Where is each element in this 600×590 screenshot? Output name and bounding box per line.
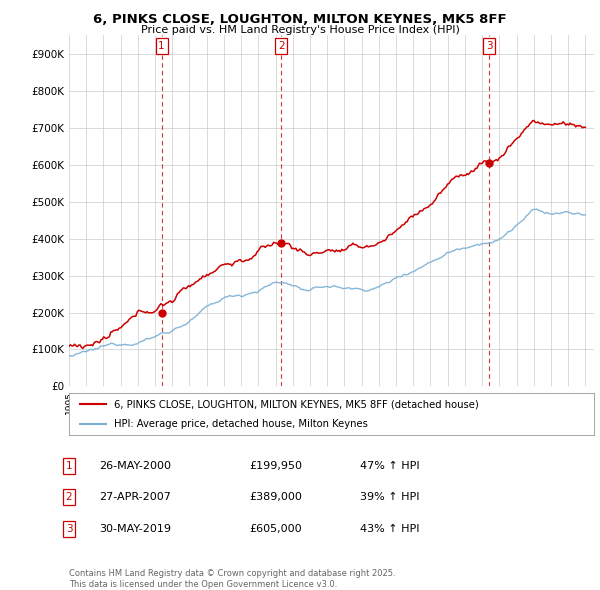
Text: 26-MAY-2000: 26-MAY-2000 xyxy=(99,461,171,471)
Text: £199,950: £199,950 xyxy=(249,461,302,471)
Text: 3: 3 xyxy=(486,41,493,51)
Text: Contains HM Land Registry data © Crown copyright and database right 2025.
This d: Contains HM Land Registry data © Crown c… xyxy=(69,569,395,589)
Text: 6, PINKS CLOSE, LOUGHTON, MILTON KEYNES, MK5 8FF: 6, PINKS CLOSE, LOUGHTON, MILTON KEYNES,… xyxy=(93,13,507,26)
Text: 3: 3 xyxy=(65,524,73,533)
Text: £605,000: £605,000 xyxy=(249,524,302,533)
Text: £389,000: £389,000 xyxy=(249,493,302,502)
Text: 30-MAY-2019: 30-MAY-2019 xyxy=(99,524,171,533)
Text: 1: 1 xyxy=(158,41,165,51)
Text: 6, PINKS CLOSE, LOUGHTON, MILTON KEYNES, MK5 8FF (detached house): 6, PINKS CLOSE, LOUGHTON, MILTON KEYNES,… xyxy=(113,399,478,409)
Text: Price paid vs. HM Land Registry's House Price Index (HPI): Price paid vs. HM Land Registry's House … xyxy=(140,25,460,35)
Text: 2: 2 xyxy=(278,41,284,51)
Text: HPI: Average price, detached house, Milton Keynes: HPI: Average price, detached house, Milt… xyxy=(113,419,367,429)
Text: 2: 2 xyxy=(65,493,73,502)
Text: 1: 1 xyxy=(65,461,73,471)
Text: 39% ↑ HPI: 39% ↑ HPI xyxy=(360,493,419,502)
Text: 27-APR-2007: 27-APR-2007 xyxy=(99,493,171,502)
Text: 47% ↑ HPI: 47% ↑ HPI xyxy=(360,461,419,471)
Text: 43% ↑ HPI: 43% ↑ HPI xyxy=(360,524,419,533)
